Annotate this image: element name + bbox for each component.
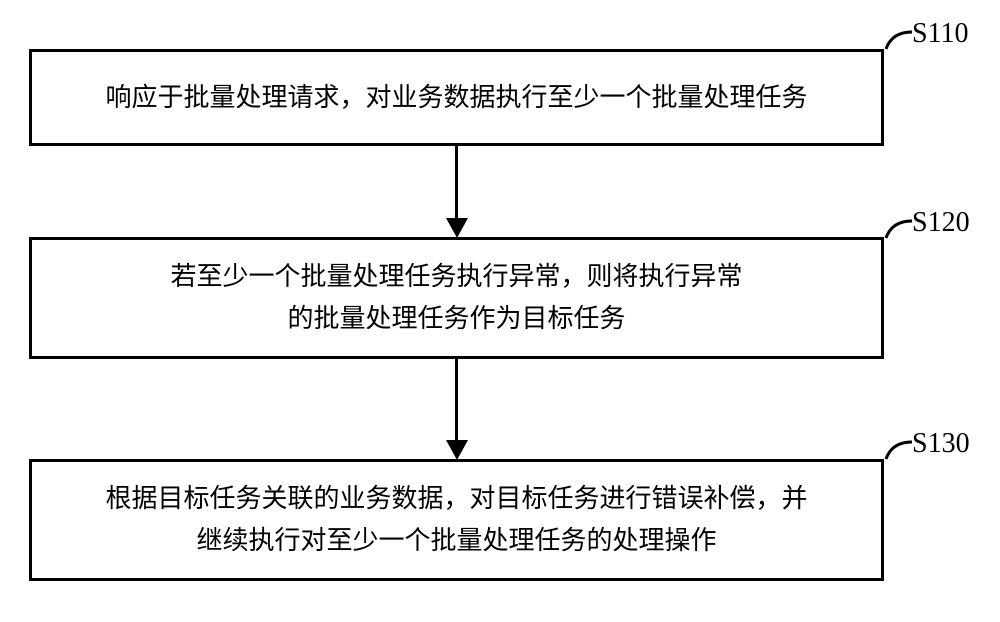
flow-step-s110-text: 响应于批量处理请求，对业务数据执行至少一个批量处理任务 <box>105 77 807 119</box>
flow-step-s120-line1: 若至少一个批量处理任务执行异常，则将执行异常 <box>170 261 742 291</box>
arrow-head-s120-s130 <box>446 440 468 460</box>
flow-step-s130-text: 根据目标任务关联的业务数据，对目标任务进行错误补偿，并 继续执行对至少一个批量处… <box>105 478 807 561</box>
step-label-s110: S110 <box>912 18 969 50</box>
arrow-s110-s120 <box>455 146 458 221</box>
flow-step-s130-line1: 根据目标任务关联的业务数据，对目标任务进行错误补偿，并 <box>105 483 807 513</box>
flow-step-s110: 响应于批量处理请求，对业务数据执行至少一个批量处理任务 <box>29 49 884 146</box>
flow-step-s120-line2: 的批量处理任务作为目标任务 <box>287 303 625 333</box>
arrow-s120-s130 <box>455 359 458 441</box>
flow-step-s130: 根据目标任务关联的业务数据，对目标任务进行错误补偿，并 继续执行对至少一个批量处… <box>29 459 884 581</box>
step-label-s130: S130 <box>912 428 970 460</box>
arrow-head-s110-s120 <box>446 218 468 238</box>
step-label-s120: S120 <box>912 207 970 239</box>
flow-step-s120-text: 若至少一个批量处理任务执行异常，则将执行异常 的批量处理任务作为目标任务 <box>170 256 742 339</box>
flow-step-s130-line2: 继续执行对至少一个批量处理任务的处理操作 <box>196 525 716 555</box>
flow-step-s120: 若至少一个批量处理任务执行异常，则将执行异常 的批量处理任务作为目标任务 <box>29 237 884 359</box>
